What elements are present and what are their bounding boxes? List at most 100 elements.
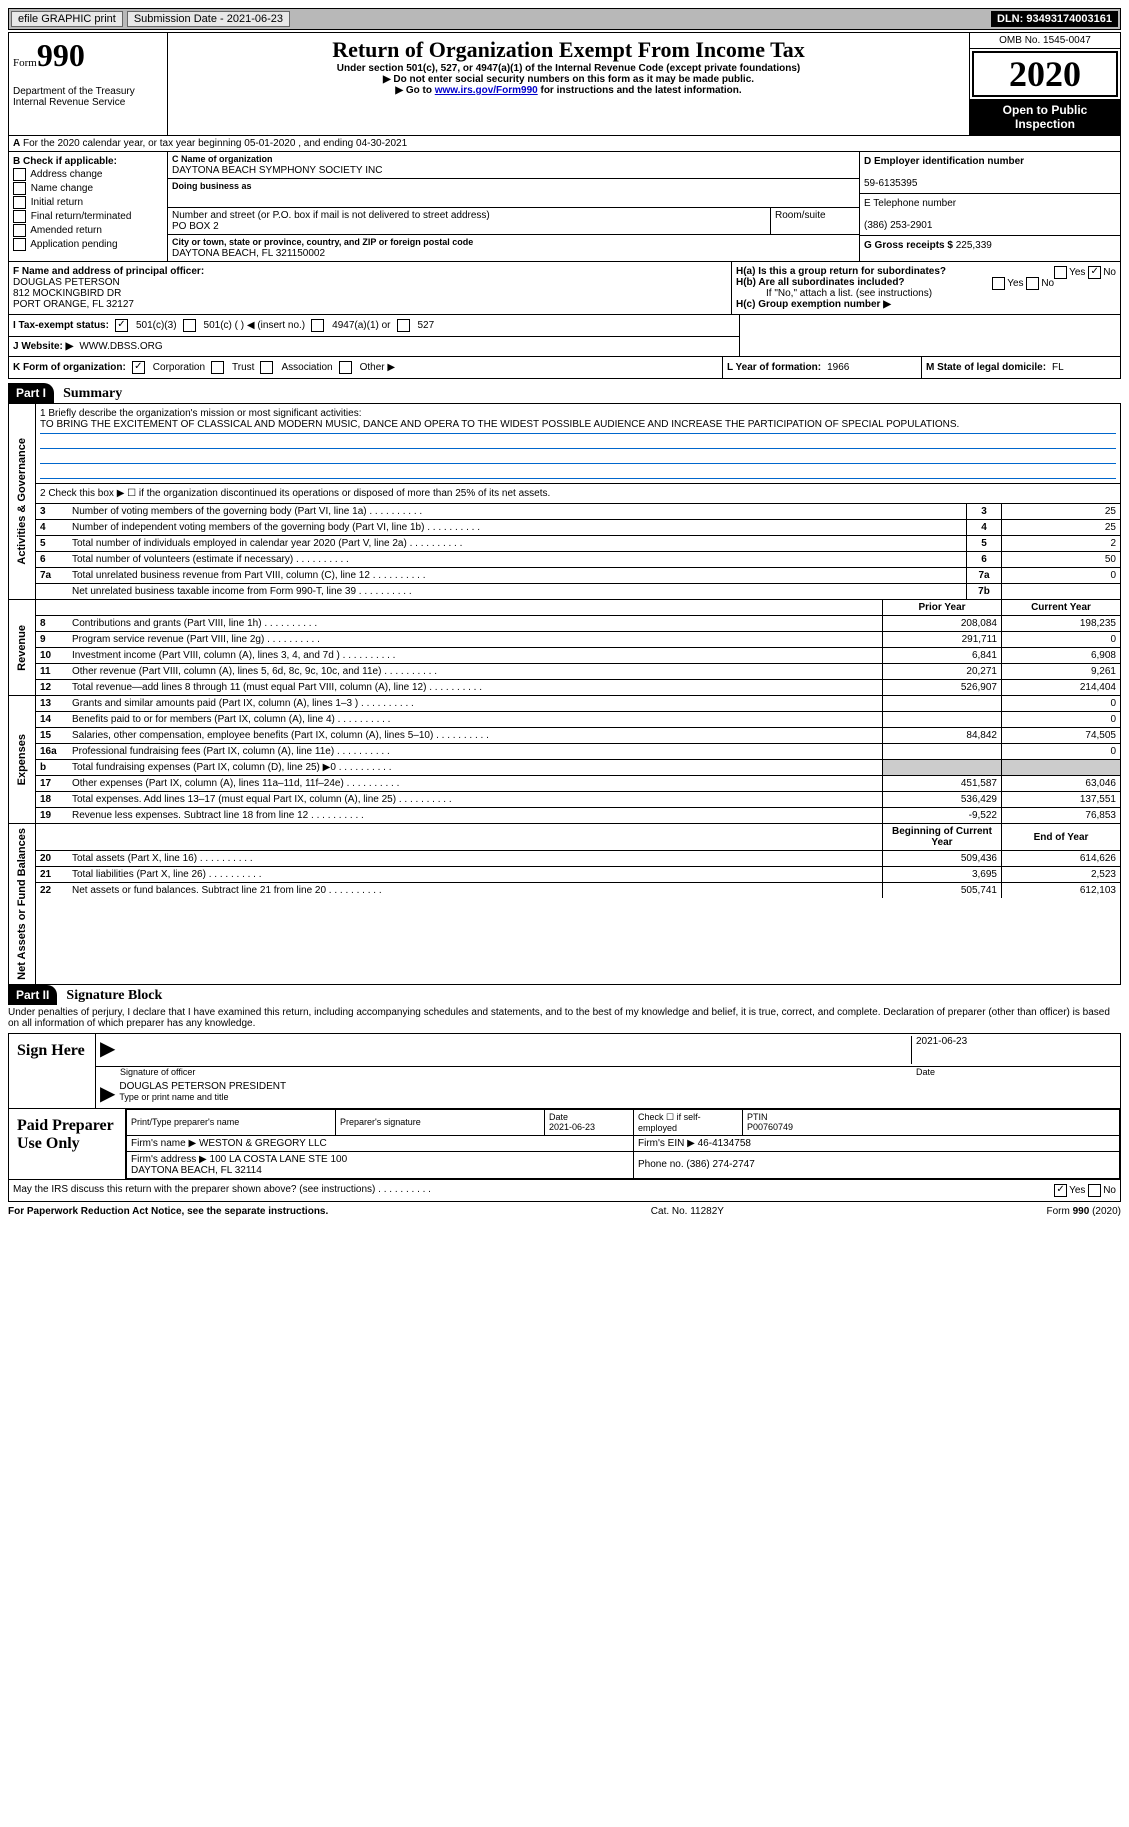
prior-value: 509,436: [883, 851, 1002, 867]
line-text: Number of independent voting members of …: [68, 520, 967, 536]
opt-501c3: 501(c)(3): [136, 320, 177, 331]
527-checkbox[interactable]: [397, 319, 410, 332]
line-value: 0: [1002, 568, 1121, 584]
corp-checkbox[interactable]: ✓: [132, 361, 145, 374]
discuss-yes: Yes: [1069, 1185, 1085, 1196]
top-bar: efile GRAPHIC print Submission Date - 20…: [8, 8, 1121, 30]
line-num: 16a: [36, 744, 68, 760]
colb-option[interactable]: Initial return: [13, 196, 163, 209]
phone-label: E Telephone number: [864, 198, 956, 209]
current-value: 614,626: [1002, 851, 1121, 867]
year-formation-label: L Year of formation:: [727, 362, 821, 373]
gross-label: G Gross receipts $: [864, 240, 956, 251]
ein-label: D Employer identification number: [864, 156, 1024, 167]
trust-checkbox[interactable]: [211, 361, 224, 374]
mission-label: 1 Briefly describe the organization's mi…: [40, 408, 1116, 419]
line-text: Total fundraising expenses (Part IX, col…: [68, 760, 883, 776]
line-num: 17: [36, 776, 68, 792]
discuss-yes-checkbox[interactable]: ✓: [1054, 1184, 1067, 1197]
org-name: DAYTONA BEACH SYMPHONY SOCIETY INC: [172, 165, 382, 176]
line-num: 15: [36, 728, 68, 744]
subtitle-1: Under section 501(c), 527, or 4947(a)(1)…: [172, 63, 965, 74]
side-governance: Activities & Governance: [14, 434, 30, 569]
dln-label: DLN: 93493174003161: [991, 11, 1118, 27]
prior-value: 6,841: [883, 648, 1002, 664]
colb-option[interactable]: Address change: [13, 168, 163, 181]
col-header: Prior Year: [883, 600, 1002, 616]
opt-4947: 4947(a)(1) or: [332, 320, 390, 331]
line-key: 3: [967, 504, 1002, 520]
prior-value: -9,522: [883, 808, 1002, 824]
hb-no-checkbox[interactable]: [1026, 277, 1039, 290]
addr-label: Number and street (or P.O. box if mail i…: [172, 210, 490, 221]
hb-yes-checkbox[interactable]: [992, 277, 1005, 290]
officer-printed: DOUGLAS PETERSON PRESIDENT: [119, 1081, 1116, 1092]
year-formation: 1966: [827, 362, 849, 373]
part2-header: Part II: [8, 985, 57, 1005]
part1-header: Part I: [8, 383, 54, 403]
hc-label: H(c) Group exemption number ▶: [736, 299, 891, 310]
ptin-value: P00760749: [747, 1122, 793, 1132]
prior-value: 451,587: [883, 776, 1002, 792]
fh-row: F Name and address of principal officer:…: [8, 262, 1121, 315]
colb-option[interactable]: Final return/terminated: [13, 210, 163, 223]
org-name-label: C Name of organization: [172, 154, 273, 164]
line-num: 4: [36, 520, 68, 536]
colb-option[interactable]: Name change: [13, 182, 163, 195]
opt-501c: 501(c) ( ) ◀ (insert no.): [204, 320, 306, 331]
line-num: 22: [36, 883, 68, 899]
line-text: Total number of volunteers (estimate if …: [68, 552, 967, 568]
line-text: Net assets or fund balances. Subtract li…: [68, 883, 883, 899]
form-title: Return of Organization Exempt From Incom…: [172, 37, 965, 63]
sign-here-label: Sign Here: [9, 1034, 96, 1108]
line-key: 7b: [967, 584, 1002, 600]
prior-value: 505,741: [883, 883, 1002, 899]
side-netassets: Net Assets or Fund Balances: [14, 824, 30, 984]
addr-value: PO BOX 2: [172, 221, 219, 232]
firm-ein-label: Firm's EIN ▶: [638, 1138, 695, 1149]
discuss-row: May the IRS discuss this return with the…: [8, 1180, 1121, 1202]
firm-addr-label: Firm's address ▶: [131, 1154, 207, 1165]
501c-checkbox[interactable]: [183, 319, 196, 332]
line-num: 9: [36, 632, 68, 648]
line-text: Number of voting members of the governin…: [68, 504, 967, 520]
line-num: 19: [36, 808, 68, 824]
line-num: [36, 584, 68, 600]
irs-link[interactable]: www.irs.gov/Form990: [435, 85, 538, 96]
501c3-checkbox[interactable]: ✓: [115, 319, 128, 332]
footer-form: Form 990 (2020): [1047, 1206, 1121, 1217]
line2-checkbox-text: 2 Check this box ▶ ☐ if the organization…: [36, 484, 1120, 504]
prior-value: 208,084: [883, 616, 1002, 632]
opt-other: Other ▶: [360, 362, 395, 373]
current-value: 612,103: [1002, 883, 1121, 899]
discuss-no-checkbox[interactable]: [1088, 1184, 1101, 1197]
line-key: 6: [967, 552, 1002, 568]
state-domicile: FL: [1052, 362, 1064, 373]
other-checkbox[interactable]: [339, 361, 352, 374]
paid-preparer-section: Paid Preparer Use Only Print/Type prepar…: [8, 1109, 1121, 1180]
line-text: Total expenses. Add lines 13–17 (must eq…: [68, 792, 883, 808]
form-number: 990: [37, 37, 85, 73]
col-header: Current Year: [1002, 600, 1121, 616]
colb-option[interactable]: Amended return: [13, 224, 163, 237]
assoc-checkbox[interactable]: [260, 361, 273, 374]
omb-number: OMB No. 1545-0047: [970, 33, 1120, 49]
line-text: Program service revenue (Part VIII, line…: [68, 632, 883, 648]
efile-button[interactable]: efile GRAPHIC print: [11, 11, 123, 27]
colb-option[interactable]: Application pending: [13, 238, 163, 251]
prep-date-label: Date: [549, 1112, 568, 1122]
opt-corp: Corporation: [153, 362, 205, 373]
city-label: City or town, state or province, country…: [172, 237, 473, 247]
gross-value: 225,339: [956, 240, 992, 251]
website-value: WWW.DBSS.ORG: [79, 341, 162, 352]
ha-no-checkbox[interactable]: ✓: [1088, 266, 1101, 279]
ha-yes-checkbox[interactable]: [1054, 266, 1067, 279]
discuss-text: May the IRS discuss this return with the…: [13, 1184, 375, 1195]
line-num: 10: [36, 648, 68, 664]
line-text: Benefits paid to or for members (Part IX…: [68, 712, 883, 728]
4947-checkbox[interactable]: [311, 319, 324, 332]
opt-assoc: Association: [281, 362, 332, 373]
room-label: Room/suite: [775, 210, 826, 221]
prior-value: 536,429: [883, 792, 1002, 808]
sign-here-section: Sign Here ▶ 2021-06-23 Signature of offi…: [8, 1033, 1121, 1109]
